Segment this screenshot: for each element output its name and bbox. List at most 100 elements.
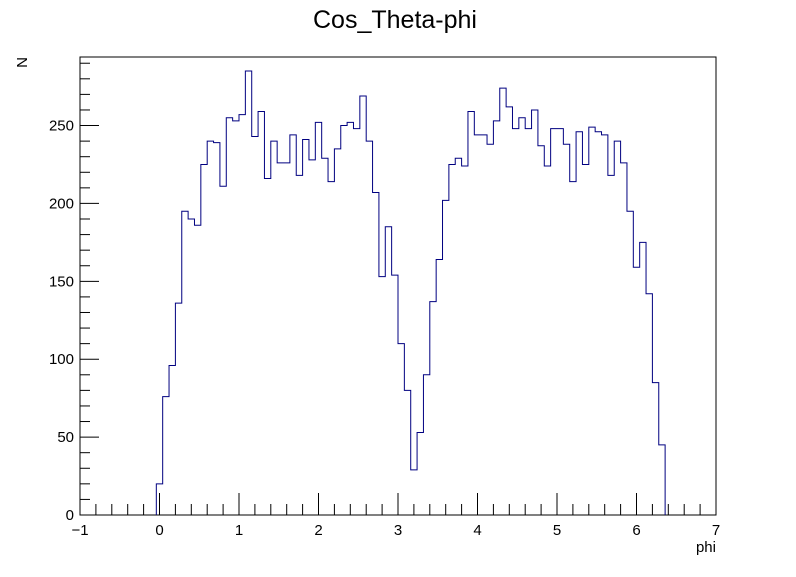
histogram-bin	[646, 294, 652, 515]
x-tick-label: −1	[71, 522, 88, 539]
x-tick-label: 7	[712, 522, 720, 539]
histogram-bin	[525, 129, 531, 515]
histogram-bin	[411, 470, 417, 515]
histogram-bin	[175, 303, 181, 515]
histogram-bin	[430, 302, 436, 515]
histogram-bin	[385, 227, 391, 515]
histogram-bin	[398, 344, 404, 515]
chart-title: Cos_Theta-phi	[313, 6, 477, 34]
histogram-bin	[163, 397, 169, 515]
y-tick-label: 200	[49, 195, 74, 212]
histogram-bin	[373, 193, 379, 515]
histogram-bin	[284, 163, 290, 515]
histogram-bin	[582, 164, 588, 515]
histogram-bin	[201, 164, 207, 515]
histogram-bin	[239, 115, 245, 515]
histogram-bin	[277, 163, 283, 515]
histogram-bin	[443, 200, 449, 515]
histogram-bin	[614, 141, 620, 515]
histogram-bin	[633, 267, 639, 515]
histogram-bin	[652, 383, 658, 515]
histogram-bin	[595, 132, 601, 515]
histogram-bin	[341, 126, 347, 515]
histogram-bin	[303, 140, 309, 515]
histogram-step-line	[155, 70, 666, 515]
histogram-bin	[474, 135, 480, 515]
histogram-bin	[506, 107, 512, 515]
histogram-bin	[544, 166, 550, 515]
histogram-bin	[576, 132, 582, 515]
x-tick-label: 3	[394, 522, 402, 539]
histogram-bin	[640, 242, 646, 515]
y-axis: 0 50 100 150 200 250	[49, 62, 99, 524]
y-tick-label: 0	[66, 507, 74, 524]
histogram-bin	[220, 186, 226, 515]
histogram-bin	[194, 225, 200, 515]
x-axis-title: phi	[696, 539, 716, 556]
x-tick-label: 4	[473, 522, 481, 539]
histogram-bin	[462, 166, 468, 515]
histogram-bin	[233, 121, 239, 515]
histogram-bin	[481, 135, 487, 515]
histogram-bin	[347, 122, 353, 515]
x-tick-label: 2	[314, 522, 322, 539]
histogram-bin	[366, 141, 372, 515]
histogram-bin	[188, 219, 194, 515]
x-tick-label: 6	[632, 522, 640, 539]
histogram-bin	[468, 112, 474, 515]
histogram-bin	[455, 158, 461, 515]
histogram-bin	[328, 182, 334, 515]
histogram-bin	[258, 112, 264, 515]
x-tick-label: 0	[155, 522, 163, 539]
histogram-bin	[169, 365, 175, 515]
y-tick-label: 50	[57, 429, 74, 446]
histogram-bin	[182, 211, 188, 515]
histogram-bin	[493, 121, 499, 515]
histogram-bin	[309, 160, 315, 515]
histogram-bin	[214, 143, 220, 515]
histogram-bin	[500, 88, 506, 515]
histogram-bin	[602, 135, 608, 515]
histogram-bin	[538, 146, 544, 515]
histogram-bin	[659, 445, 665, 515]
histogram-series	[155, 70, 666, 515]
histogram-bin	[417, 432, 423, 515]
histogram-bin	[360, 96, 366, 515]
x-tick-label: 1	[235, 522, 243, 539]
histogram-bin	[322, 158, 328, 515]
histogram-bin	[226, 118, 232, 515]
histogram-bin	[334, 149, 340, 515]
histogram-bin	[551, 129, 557, 515]
histogram-bin	[156, 484, 162, 515]
histogram-bin	[353, 129, 359, 515]
histogram-bin	[608, 175, 614, 515]
y-axis-title: N	[14, 57, 31, 68]
y-tick-label: 250	[49, 118, 74, 135]
histogram-bin	[436, 260, 442, 515]
histogram-bin	[449, 164, 455, 515]
y-tick-label: 100	[49, 351, 74, 368]
histogram-bin	[296, 175, 302, 515]
histogram-bin	[290, 135, 296, 515]
histogram-bin	[264, 179, 270, 515]
histogram-bin	[207, 141, 213, 515]
histogram-bin	[570, 182, 576, 515]
histogram-bin	[315, 122, 321, 515]
y-tick-label: 150	[49, 273, 74, 290]
histogram-bin	[512, 129, 518, 515]
histogram-bin	[589, 127, 595, 515]
histogram-bin	[245, 71, 251, 515]
histogram-bin	[563, 144, 569, 515]
histogram-bin	[487, 144, 493, 515]
histogram-bin	[271, 141, 277, 515]
histogram-bin	[404, 390, 410, 515]
x-tick-label: 5	[553, 522, 561, 539]
x-axis: −1 0 1 2 3 4 5 6 7	[71, 493, 720, 539]
histogram-bin	[557, 129, 563, 515]
histogram-bin	[532, 110, 538, 515]
histogram-bin	[519, 118, 525, 515]
histogram-bin	[627, 211, 633, 515]
histogram-bin	[621, 163, 627, 515]
